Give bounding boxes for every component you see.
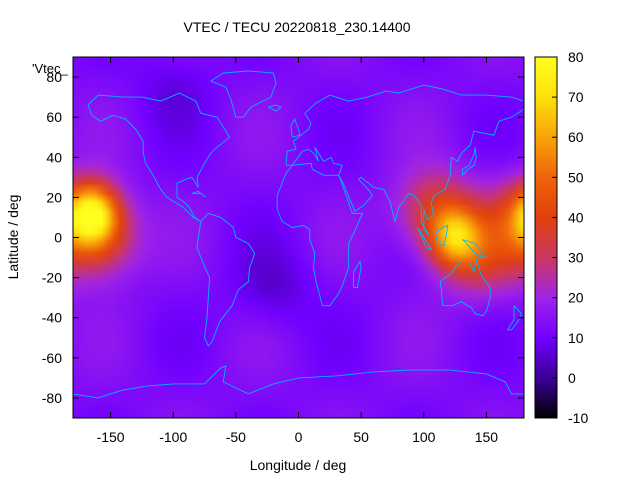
- coastline-new-guinea: [462, 239, 488, 259]
- colorbar-tick-label: 20: [568, 290, 584, 306]
- colorbar-tick-label: 70: [568, 89, 584, 105]
- coastline-madagascar: [353, 260, 362, 289]
- heatmap-area: [72, 56, 525, 419]
- colorbar-ticks: 80 70 60 50 40 30 20 10 0 -10: [552, 49, 588, 426]
- x-tick-label: -150: [97, 429, 125, 445]
- coastline-north-america: [87, 92, 231, 222]
- coastline-australia: [439, 257, 491, 317]
- coastline-iceland: [268, 104, 282, 112]
- y-tick-label: 40: [46, 149, 62, 165]
- x-axis-label: Longitude / deg: [250, 457, 347, 473]
- coastline-antarctica: [72, 365, 524, 399]
- coastline-new-zealand: [506, 305, 523, 331]
- coastline-sumatra: [417, 227, 433, 251]
- colorbar-tick-label: 50: [568, 169, 584, 185]
- legend-label: 'Vtec_: [32, 61, 68, 76]
- x-tick-label: 150: [475, 429, 499, 445]
- x-tick-label: 50: [353, 429, 369, 445]
- coastline-overlay: [72, 70, 525, 399]
- colorbar-tick-label: 60: [568, 129, 584, 145]
- coastline-uk: [290, 118, 301, 138]
- colorbar-tick-label: 10: [568, 330, 584, 346]
- y-axis-label: Latitude / deg: [5, 195, 21, 280]
- coastline-greenland: [209, 70, 277, 118]
- y-tick-label: -40: [42, 310, 62, 326]
- y-axis-ticks: -80 -60 -40 -20 0 20 40 60 80: [42, 69, 524, 406]
- x-tick-label: 100: [412, 429, 436, 445]
- y-tick-label: 80: [46, 69, 62, 85]
- colorbar: 80 70 60 50 40 30 20 10 0 -10: [534, 49, 588, 426]
- coastline-cuba: [191, 190, 207, 198]
- x-tick-label: -50: [226, 429, 246, 445]
- colorbar-tick-label: 80: [568, 49, 584, 65]
- colorbar-tick-label: -10: [568, 410, 588, 426]
- x-axis-ticks: -150 -100 -50 0 50 100 150: [97, 57, 499, 445]
- vtec-heatmap: [73, 57, 524, 418]
- coastline-africa: [276, 162, 364, 307]
- colorbar-tick-label: 40: [568, 209, 584, 225]
- coastline-borneo: [434, 224, 449, 247]
- colorbar-gradient: [535, 57, 557, 418]
- coastline-south-america: [196, 212, 256, 347]
- y-tick-label: -80: [42, 390, 62, 406]
- x-tick-label: -100: [159, 429, 187, 445]
- colorbar-frame: [534, 56, 558, 419]
- y-tick-label: 0: [54, 230, 62, 246]
- y-tick-label: -20: [42, 270, 62, 286]
- x-tick-label: 0: [295, 429, 303, 445]
- coastline-japan: [462, 147, 477, 176]
- y-tick-label: -60: [42, 350, 62, 366]
- colorbar-tick-label: 30: [568, 250, 584, 266]
- chart-title: VTEC / TECU 20220818_230.14400: [183, 19, 410, 35]
- y-tick-label: 60: [46, 109, 62, 125]
- colorbar-tick-label: 0: [568, 370, 576, 386]
- y-tick-label: 20: [46, 189, 62, 205]
